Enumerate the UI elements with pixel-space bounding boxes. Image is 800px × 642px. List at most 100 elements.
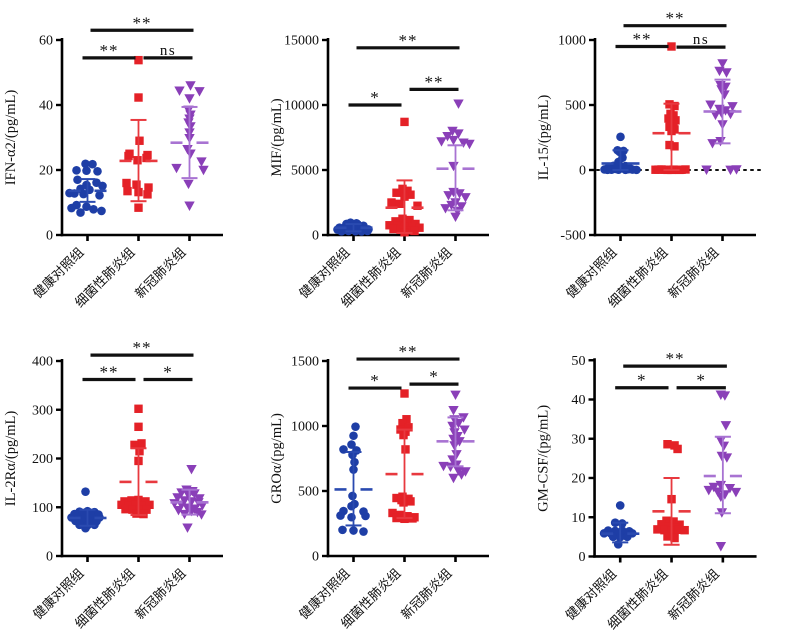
data-point [459,425,470,435]
data-point [715,136,726,147]
data-point [440,204,451,214]
data-point [712,487,724,497]
data-point [450,390,461,400]
data-point [349,526,358,535]
data-point [669,111,678,120]
data-point [123,186,132,196]
data-point [134,93,143,102]
data-point [716,85,727,95]
data-point [448,161,459,172]
data-point [448,473,459,484]
data-point [134,203,143,212]
data-point [76,208,85,217]
data-point [173,505,184,516]
data-point [133,156,142,165]
data-point [701,165,712,175]
data-point [88,159,97,169]
data-point [82,166,91,175]
data-point [448,405,459,416]
data-point [183,179,194,190]
y-tick-label: 300 [32,403,53,418]
data-point [359,527,368,536]
data-point [404,423,413,432]
data-point [400,389,409,398]
data-point [134,55,143,65]
sig-label: * [370,88,380,107]
data-point [73,175,82,185]
sig-label: ** [633,30,652,49]
data-point [338,525,347,535]
sig-label: * [429,367,439,386]
data-point [347,512,356,522]
data-point [400,117,409,127]
data-point [196,510,207,520]
y-tick-label: 0 [578,549,585,565]
data-point [67,203,76,213]
y-tick-label: 0 [46,229,53,244]
data-point [406,190,415,199]
data-point [603,165,612,175]
data-point [350,457,359,467]
data-point [450,212,461,222]
data-point [443,191,454,201]
data-point [145,500,154,510]
data-point [705,100,716,110]
data-point [616,132,625,142]
data-point [395,199,404,208]
data-point [413,201,422,210]
x-category-label: 新冠肺炎组 [398,566,455,623]
x-category-label: 新冠肺炎组 [398,245,455,302]
data-point [347,501,356,511]
data-point [654,165,663,174]
data-point [719,391,731,401]
y-tick-label: 20 [571,471,585,487]
data-point [135,136,144,145]
y-axis-title: MIF/(pg/mL) [269,98,285,176]
data-point [406,497,415,506]
chart-svg: 050010001500健康对照组细菌性肺炎组新冠肺炎组GROα/(pg/mL)… [269,342,489,631]
sig-label: ** [100,363,119,382]
data-point [172,493,183,503]
data-point [388,508,397,518]
data-point [184,94,195,104]
data-point [721,453,733,463]
data-point [391,217,400,226]
data-point [453,129,464,139]
data-point [665,140,674,150]
data-point [464,139,475,150]
y-tick-label: 0 [579,164,586,179]
data-point [456,470,467,480]
data-point [97,206,106,216]
sig-label: ** [399,342,418,361]
sig-label: ** [666,9,685,28]
data-point [89,205,98,214]
data-point [670,101,679,111]
data-point [674,525,683,535]
data-point [387,198,396,207]
chart-svg: 050001000015000健康对照组细菌性肺炎组新冠肺炎组MIF/(pg/m… [269,31,489,310]
y-tick-label: 500 [565,99,586,114]
y-tick-label: 100 [32,501,53,516]
data-point [135,446,144,456]
panel-il-15: -500 0 500 1000 健康对照组 细菌性肺炎组 新冠肺炎组 IL-15/(pg/mL… [532,0,800,320]
data-point [192,507,203,518]
data-point [663,440,672,449]
y-axis-title: GM-CSF/(pg/mL) [535,405,551,512]
data-point [673,444,682,454]
data-point [117,500,126,510]
data-point [182,523,193,533]
sig-label: ns [160,43,176,59]
data-point [183,105,194,116]
data-point [677,165,686,174]
x-category-label: 新冠肺炎组 [665,245,722,302]
data-point [134,422,143,432]
data-point [185,81,196,91]
data-point [95,191,104,200]
y-tick-label: 1000 [291,420,319,435]
data-point [79,189,88,199]
panel-gm-csf: 0 10 20 30 40 50 健康对照组 细菌性肺炎组 新冠肺炎组 GM-CSF/(pg/mL… [532,320,800,642]
data-point [446,200,457,211]
data-point [731,165,742,175]
y-tick-label: 1000 [558,34,586,49]
panel-il-2ra: 0 100 200 300 400 健康对照组 细菌性肺炎组 新冠肺炎组 IL-2Rα/(pg/… [0,320,266,642]
